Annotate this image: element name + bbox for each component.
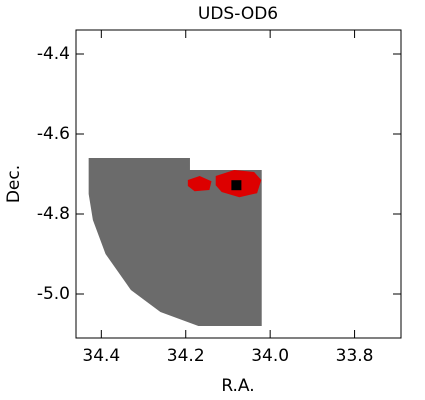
y-axis-label: Dec. — [4, 165, 24, 203]
y-tick-label: -4.6 — [37, 124, 70, 144]
x-tick-label: 34.2 — [167, 346, 205, 366]
x-tick-label: 33.8 — [336, 346, 374, 366]
y-tick-label: -4.8 — [37, 204, 70, 224]
x-tick-label: 34.4 — [82, 346, 120, 366]
x-axis-label: R.A. — [221, 376, 254, 396]
plot-frame — [75, 29, 402, 339]
y-tick-label: -5.0 — [37, 284, 70, 304]
x-tick-label: 34.0 — [251, 346, 289, 366]
y-tick-label: -4.4 — [37, 44, 70, 64]
point — [231, 180, 242, 191]
region — [187, 176, 212, 192]
chart-title: UDS-OD6 — [198, 4, 278, 24]
region — [88, 158, 262, 326]
